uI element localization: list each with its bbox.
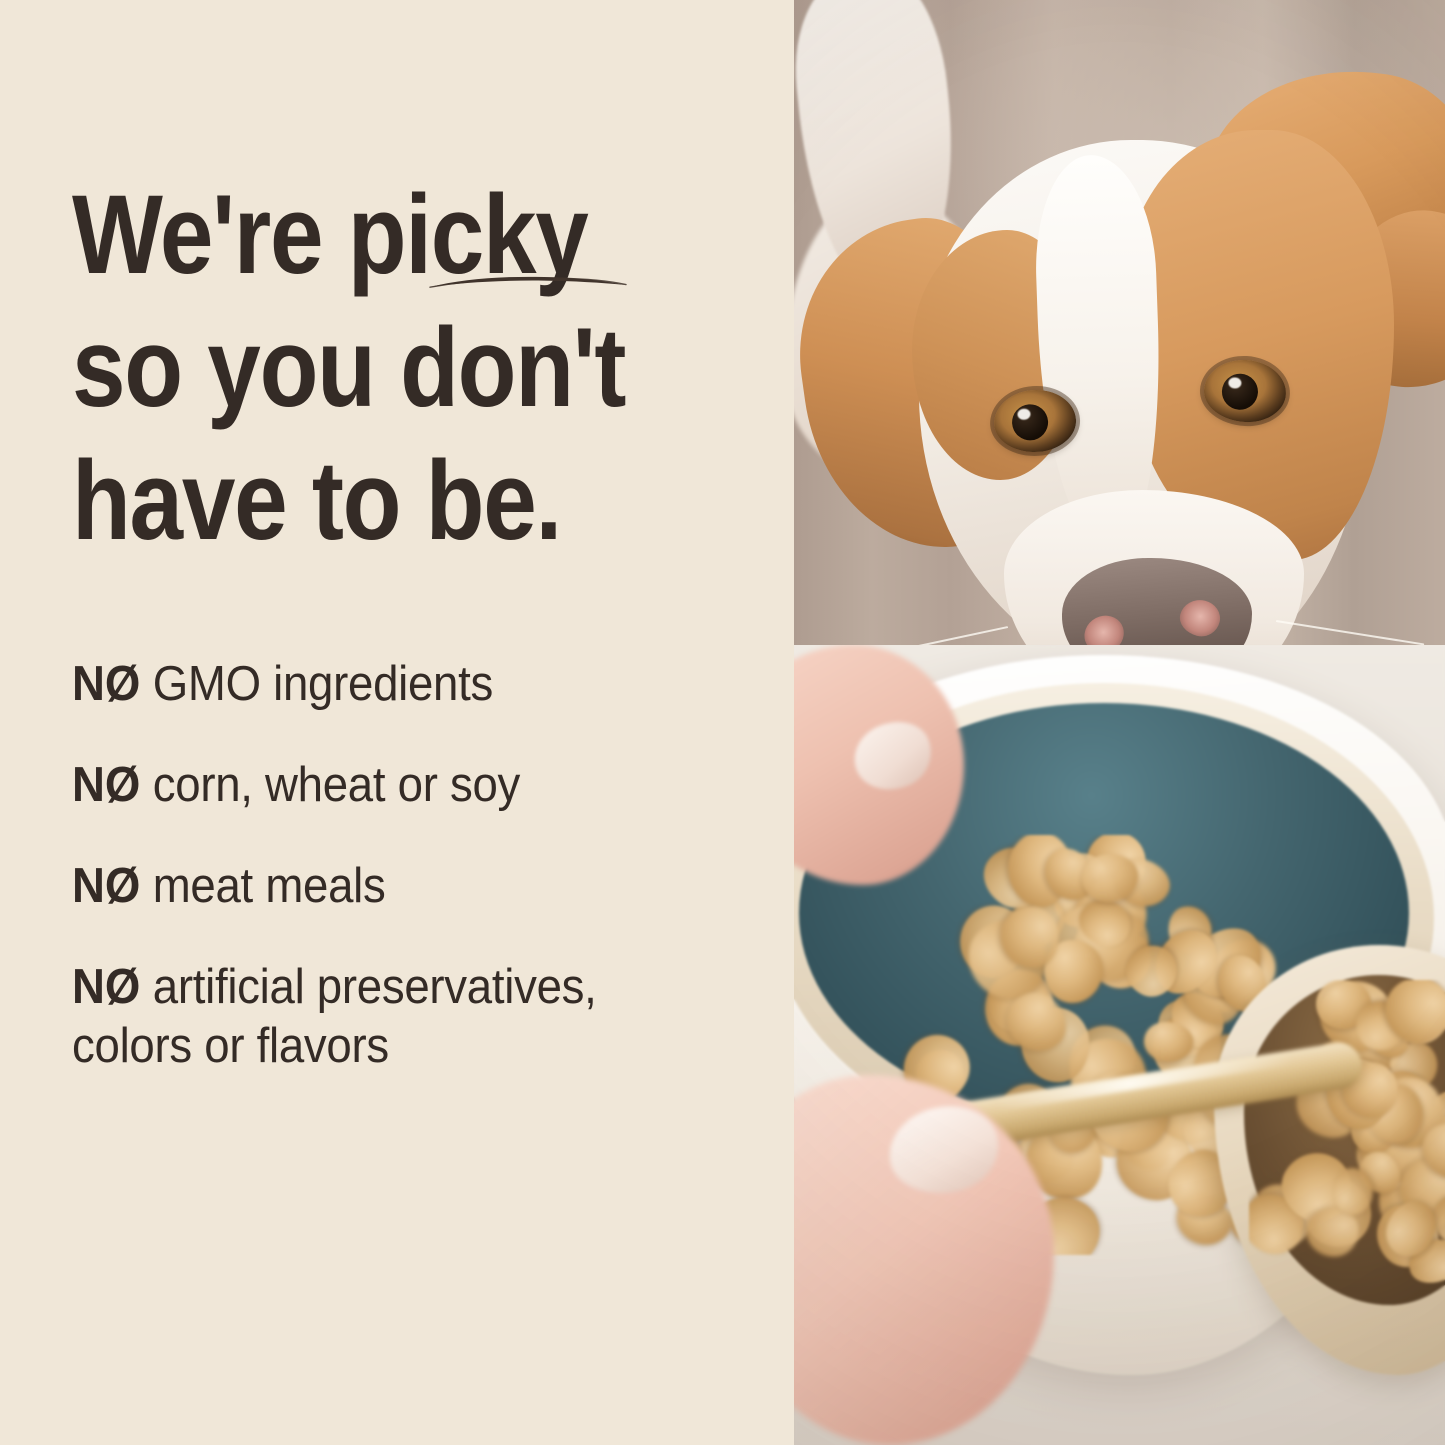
claim-no-prefix: NØ xyxy=(72,758,141,812)
claim-item-corn-wheat-soy: NØ corn, wheat or soy xyxy=(72,756,723,815)
claim-text: GMO ingredients xyxy=(152,657,494,711)
claim-text: artificial preservatives, colors or flav… xyxy=(72,960,597,1073)
claim-text: corn, wheat or soy xyxy=(152,758,521,812)
dog-head xyxy=(794,48,1445,734)
kibble-piece xyxy=(1332,1167,1374,1215)
claim-no-prefix: NØ xyxy=(72,657,141,711)
dog-whisker xyxy=(1275,620,1425,646)
claim-text: meat meals xyxy=(152,859,386,913)
claim-no-prefix: NØ xyxy=(72,859,141,913)
dog-pupil-right xyxy=(1221,372,1259,411)
dog-pupil-left xyxy=(1010,403,1050,442)
claims-list: NØ GMO ingredients NØ corn, wheat or soy… xyxy=(72,655,772,1076)
claim-no-prefix: NØ xyxy=(72,960,141,1014)
headline-block: We're picky so you don't have to be. xyxy=(72,168,772,567)
headline-line-2: so you don't xyxy=(72,305,626,430)
claim-item-meat-meals: NØ meat meals xyxy=(72,857,723,916)
claim-item-artificial-additives: NØ artificial preservatives, colors or f… xyxy=(72,958,723,1076)
headline-line-1: We're picky xyxy=(72,172,589,297)
dog-nostril-right xyxy=(1176,595,1224,641)
claim-item-gmo: NØ GMO ingredients xyxy=(72,655,723,714)
copy-panel: We're picky so you don't have to be. NØ … xyxy=(72,168,772,1076)
dog-fur-patch-right xyxy=(1124,130,1394,560)
second-bowl-kibble xyxy=(1249,980,1445,1300)
bowl-scene xyxy=(794,645,1445,1445)
product-photo xyxy=(794,0,1445,1445)
headline-line-3: have to be. xyxy=(72,438,562,563)
